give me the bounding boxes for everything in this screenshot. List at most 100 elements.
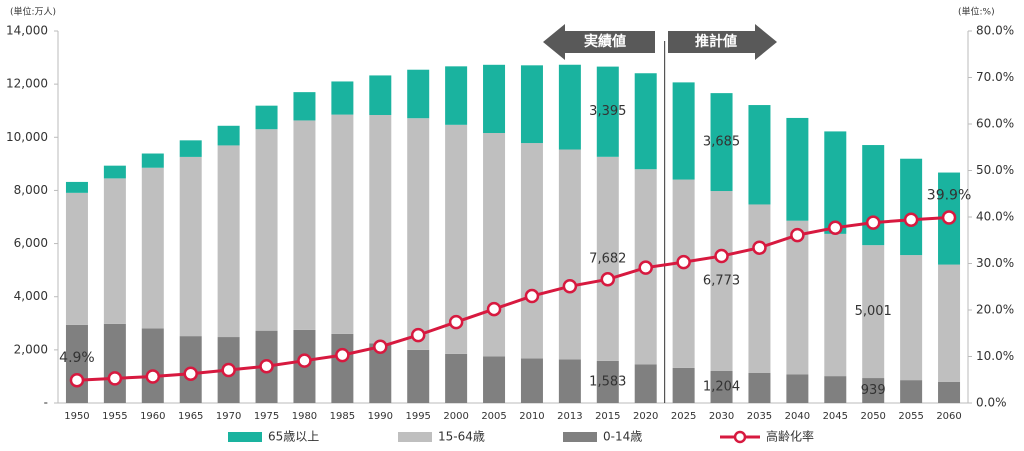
x-tick-label: 1970 — [216, 411, 241, 422]
x-tick-label: 1985 — [330, 411, 355, 422]
y2-tick-label: 80.0% — [976, 24, 1014, 38]
y2-tick-label: 10.0% — [976, 349, 1014, 363]
bar-segment — [520, 143, 543, 359]
y-tick-label: 10,000 — [6, 130, 48, 144]
marker — [752, 240, 767, 255]
marker — [107, 371, 123, 386]
y-tick-label: 2,000 — [14, 342, 48, 356]
bar-segment — [331, 81, 354, 115]
bar-segment — [900, 158, 923, 256]
y2-tick-label: 60.0% — [976, 117, 1014, 131]
bar-segment — [293, 92, 316, 121]
data-label: 5,001 — [855, 304, 892, 319]
legend-swatch — [398, 432, 432, 442]
marker — [562, 279, 578, 294]
arrow-left — [543, 24, 655, 60]
bar-segment — [483, 133, 506, 357]
marker — [69, 372, 85, 388]
marker — [941, 210, 957, 225]
bar-segment — [862, 245, 885, 379]
bar-segment — [445, 124, 468, 354]
bar-segment — [558, 149, 581, 360]
bar-segment — [710, 93, 733, 192]
data-label: 7,682 — [589, 251, 626, 266]
x-tick-label: 1950 — [64, 411, 89, 422]
bar-segment — [710, 371, 733, 403]
bar-segment — [558, 359, 581, 403]
bar-segment — [445, 66, 468, 125]
x-tick-label: 1975 — [254, 411, 279, 422]
bar-segment — [65, 192, 88, 325]
bar-segment — [634, 73, 657, 170]
x-tick-label: 2005 — [481, 411, 506, 422]
bar-segment — [369, 75, 392, 115]
y2-tick-label: 40.0% — [976, 210, 1014, 224]
bar-segment — [862, 145, 885, 246]
y-tick-label: 4,000 — [14, 289, 48, 303]
y2-unit-label: (単位:%) — [958, 6, 995, 18]
marker — [865, 215, 881, 230]
bar-segment — [824, 233, 847, 377]
x-tick-label: 1980 — [292, 411, 317, 422]
bar-segment — [103, 178, 126, 324]
y2-tick-label: 70.0% — [976, 70, 1014, 84]
marker — [145, 369, 161, 384]
bar-segment — [786, 374, 809, 403]
marker — [486, 301, 502, 317]
y-tick-label: 14,000 — [6, 24, 48, 38]
bar-segment — [103, 323, 126, 403]
marker — [221, 362, 236, 378]
bar-segment — [710, 191, 733, 372]
data-label: 1,583 — [589, 374, 626, 389]
x-tick-label: 2030 — [709, 411, 734, 422]
bar-segment — [179, 140, 202, 157]
x-tick-label: 1955 — [102, 411, 127, 422]
bar-segment — [141, 153, 164, 168]
x-tick-label: 2040 — [785, 411, 810, 422]
bar-segment — [141, 328, 164, 403]
bar-segment — [407, 349, 430, 403]
marker — [638, 260, 653, 275]
marker — [676, 254, 691, 270]
x-tick-label: 2035 — [747, 411, 772, 422]
bar-segment — [824, 376, 847, 403]
bar-segment — [900, 380, 923, 403]
bar-segment — [634, 364, 657, 403]
x-tick-label: 1965 — [178, 411, 203, 422]
x-tick-label: 1995 — [405, 411, 430, 422]
y-unit-label: (単位:万人) — [10, 6, 56, 18]
legend-label: 65歳以上 — [268, 430, 319, 444]
bar-segment — [824, 131, 847, 234]
bar-segment — [672, 82, 695, 180]
marker — [410, 327, 426, 343]
marker — [448, 314, 464, 330]
annotation: 推計値 — [695, 33, 737, 50]
bar-segment — [900, 255, 923, 381]
x-tick-label: 2045 — [823, 411, 848, 422]
bar-segment — [255, 105, 278, 130]
bar-segment — [445, 353, 468, 403]
legend-swatch — [563, 432, 597, 442]
data-label: 4.9% — [59, 350, 95, 366]
bar-segment — [748, 204, 771, 374]
bar-segment — [748, 105, 771, 205]
x-tick-label: 2020 — [633, 411, 658, 422]
x-tick-label: 2050 — [860, 411, 885, 422]
bar-segment — [331, 114, 354, 334]
bar-segment — [255, 129, 278, 331]
bar-segment — [179, 156, 202, 337]
x-tick-label: 2025 — [671, 411, 696, 422]
bar-segment — [141, 167, 164, 329]
bar-segment — [369, 114, 392, 344]
x-tick-label: 2015 — [595, 411, 620, 422]
bar-segment — [938, 381, 961, 403]
legend-swatch — [733, 430, 747, 444]
y-tick-label: - — [44, 396, 48, 410]
y2-tick-label: 0.0% — [976, 396, 1007, 410]
y2-tick-label: 50.0% — [976, 163, 1014, 177]
legend-label: 高齢化率 — [766, 429, 814, 444]
line — [76, 215, 950, 382]
data-label: 3,395 — [589, 104, 626, 119]
marker — [903, 212, 919, 228]
